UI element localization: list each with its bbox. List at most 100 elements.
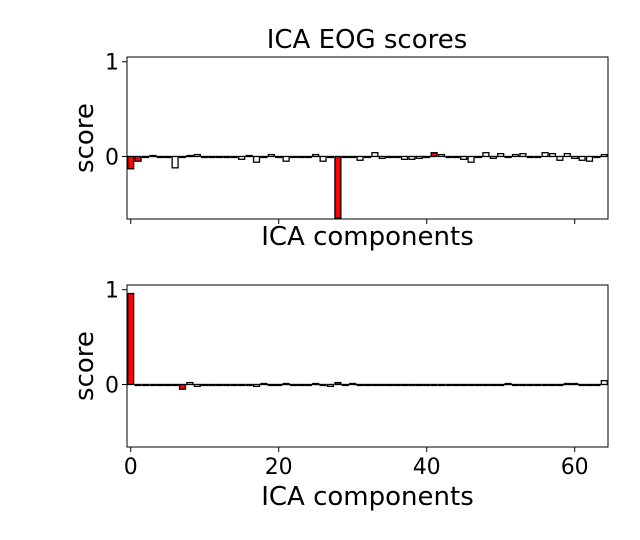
panel2-bar-ic13: [223, 383, 231, 387]
panel2-bar-ic59: [563, 382, 571, 386]
panel2-bar-ic29: [341, 383, 349, 387]
panel2-bar-ic64: [600, 380, 608, 386]
panel2-bar-ic2: [141, 383, 150, 387]
panel1-bar-ic42: [437, 153, 446, 158]
panel1-bar-ic26: [319, 155, 327, 162]
panel2-bar-ic24: [304, 383, 312, 387]
panel2-bar-ic26: [319, 383, 327, 387]
panel1-bar-ic6: [171, 155, 179, 169]
panel1-bar-ic48: [482, 152, 490, 158]
panel1-bar-ic21: [282, 155, 290, 162]
panel1-bar-ic43: [445, 155, 453, 159]
panel1-bar-ic25: [312, 153, 320, 158]
panel1-bar-ic49: [489, 155, 497, 160]
panel2-bar-ic32: [363, 383, 372, 387]
panel2-bar-ic8: [186, 381, 194, 386]
panel2-axes-frame: [126, 284, 609, 448]
panel1-bar-ic47: [474, 155, 483, 159]
panel1-bar-ic44: [452, 155, 460, 159]
panel1-y-axis-label: score: [70, 103, 100, 173]
panel1-bar-ic5: [164, 155, 172, 159]
panel2-x-axis-label: ICA components: [261, 482, 474, 512]
panel1-bar-ic53: [519, 152, 527, 158]
panel2-bar-ic43: [445, 383, 453, 387]
panel2-bar-ic11: [208, 383, 216, 387]
panel1-bar-ic62: [585, 155, 594, 162]
panel1-bar-ic15: [238, 155, 246, 160]
panel1-bar-ic60: [571, 155, 579, 160]
panel2-bar-ic63: [593, 383, 601, 387]
panel2-bar-ic61: [578, 383, 586, 387]
panel2-bar-ic18: [260, 382, 268, 386]
panel1-bar-ic23: [297, 155, 305, 159]
panel2-bar-ic38: [408, 383, 416, 387]
panel1-bar-ic18: [260, 155, 268, 159]
panel1-bar-ic63: [593, 155, 601, 159]
panel2-bar-ic7: [178, 383, 187, 390]
panel2-bar-ic46: [467, 383, 475, 387]
panel2-bar-ic51: [504, 382, 512, 386]
panel1-bar-ic9: [193, 153, 201, 158]
panel1-bar-ic27: [326, 155, 335, 159]
panel1-bar-ic40: [423, 155, 431, 159]
panel2-bar-ic62: [585, 383, 594, 387]
panel1-bar-ic16: [245, 154, 253, 158]
panel2-bar-ic49: [489, 383, 497, 387]
panel1-bar-ic8: [186, 154, 194, 158]
panel1-ytick-label-0: 0: [105, 145, 119, 170]
panel1-bar-ic11: [208, 155, 216, 159]
panel2-bar-ic47: [474, 383, 483, 387]
panel2-bar-ic41: [430, 383, 438, 387]
panel2-bar-ic60: [571, 382, 579, 386]
panel2-bar-ic22: [289, 383, 298, 387]
panel2-bar-ic54: [526, 383, 534, 387]
panel2-ytick-label-0: 0: [105, 373, 119, 398]
panel1-bar-ic64: [600, 153, 608, 158]
panel1-bar-ic3: [149, 154, 157, 158]
panel2-bar-ic50: [497, 383, 505, 387]
panel1-bar-ic59: [563, 152, 571, 158]
panel1-bar-ic31: [356, 155, 364, 161]
panel2-bar-ic5: [164, 383, 172, 387]
panel1-x-axis-label: ICA components: [261, 222, 474, 252]
panel2-xtick-label-20: 20: [265, 455, 293, 480]
panel2-xtick-label-60: 60: [561, 455, 589, 480]
panel1-bar-ic51: [504, 155, 512, 159]
panel2-bar-ic28: [334, 381, 342, 386]
panel2-bar-ic34: [378, 383, 386, 387]
panel1-bar-ic12: [215, 155, 224, 159]
panel1-bar-ic19: [267, 153, 275, 158]
panel1-bar-ic28: [334, 155, 342, 219]
panel2-bar-ic57: [548, 383, 557, 387]
panel2-bar-ic23: [297, 383, 305, 387]
panel1-ytick-label-1: 1: [105, 51, 119, 76]
panel2-xtick-label-0: 0: [124, 455, 138, 480]
panel2-bar-ic16: [245, 383, 253, 387]
panel2-bar-ic31: [356, 383, 364, 387]
panel2-bar-ic15: [238, 383, 246, 387]
panel2-bar-ic10: [201, 383, 209, 387]
panel1-bar-ic41: [430, 152, 438, 158]
panel1-bar-ic14: [230, 155, 238, 159]
panel1-bar-ic37: [400, 155, 409, 160]
panel2-bar-ic48: [482, 383, 490, 387]
panel1-bar-ic4: [156, 155, 164, 159]
panel1-bar-ic39: [415, 155, 423, 160]
panel2-bar-ic37: [400, 383, 409, 387]
panel2-bar-ic33: [371, 383, 379, 387]
panel1-bar-ic20: [275, 155, 283, 159]
panel2-bar-ic40: [423, 383, 431, 387]
panel2-bar-ic19: [267, 383, 275, 387]
panel2-bar-ic44: [452, 383, 460, 387]
panel1-bar-ic32: [363, 155, 372, 159]
panel2-bar-ic1: [134, 383, 142, 387]
panel2-bar-ic45: [460, 383, 468, 387]
panel1-bar-ic33: [371, 152, 379, 158]
panel1-chart-title: ICA EOG scores: [267, 25, 468, 55]
panel2-bar-ic35: [386, 383, 394, 387]
panel2-bar-ic56: [541, 383, 549, 387]
panel1-bar-ic46: [467, 155, 475, 163]
panel1-bar-ic36: [393, 155, 401, 159]
panel2-bar-ic14: [230, 383, 238, 387]
